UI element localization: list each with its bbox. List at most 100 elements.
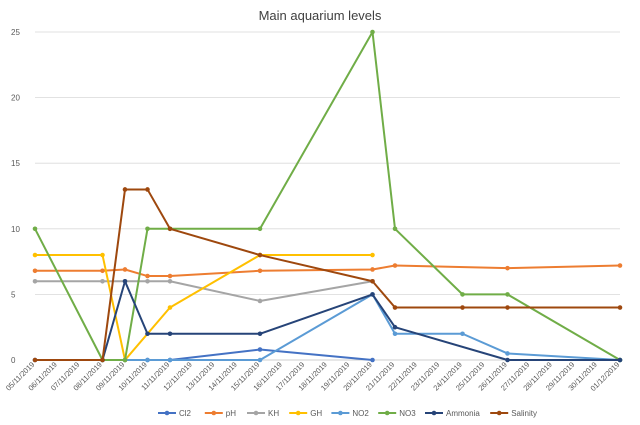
data-point-ammonia (505, 357, 510, 363)
data-point-ph (145, 273, 150, 279)
chart-title: Main aquarium levels (259, 8, 382, 23)
data-point-ph (100, 268, 105, 274)
series-line-kh (34, 280, 374, 302)
legend-marker (338, 410, 343, 416)
y-tick-label: 0 (11, 356, 16, 365)
data-point-no3 (505, 292, 510, 297)
y-tick-label: 5 (11, 290, 16, 299)
legend-marker (253, 410, 259, 416)
series-salinity (32, 187, 623, 363)
legend-item-cl2: Cl2 (158, 409, 192, 418)
data-point-no3 (460, 292, 465, 297)
data-point-ph (370, 267, 375, 272)
data-point-kh (100, 278, 105, 284)
data-point-kh (145, 278, 150, 284)
data-point-no3 (145, 226, 150, 232)
data-point-no2 (392, 331, 398, 337)
legend-marker (384, 410, 390, 416)
data-point-ammonia (167, 331, 173, 337)
legend-item-ammonia: Ammonia (425, 409, 480, 418)
legend-marker (211, 410, 217, 416)
data-point-salinity (100, 357, 105, 363)
legend-marker (431, 410, 437, 416)
y-tick-label: 10 (11, 225, 20, 234)
data-point-ammonia (122, 278, 128, 284)
data-point-gh (167, 305, 173, 310)
data-point-ph (32, 268, 38, 274)
legend-marker (295, 410, 301, 416)
series-no2 (122, 292, 623, 363)
legend-item-gh: GH (289, 409, 322, 418)
data-point-gh (370, 252, 375, 258)
data-point-ph (257, 268, 263, 274)
data-point-ph (167, 273, 173, 279)
data-point-ph (617, 263, 623, 268)
legend-item-no3: NO3 (378, 409, 416, 418)
series-line-ammonia (101, 280, 621, 361)
series-no3 (32, 29, 623, 363)
series-layer (32, 29, 623, 363)
legend-label: Cl2 (179, 409, 192, 418)
legend-label: Salinity (511, 409, 537, 418)
data-point-ph (505, 265, 510, 271)
legend: Cl2 pH KH GH NO2 NO3 Ammonia Salinity (158, 409, 537, 418)
data-point-no3 (257, 226, 263, 232)
data-point-salinity (167, 226, 173, 232)
data-point-no3 (32, 226, 38, 232)
series-line-cl2 (34, 348, 374, 361)
y-tick-label: 20 (11, 94, 20, 103)
x-axis-ticks: 05/11/201906/11/201907/11/201908/11/2019… (4, 360, 622, 393)
series-line-no2 (124, 293, 621, 361)
legend-label: pH (226, 409, 236, 418)
legend-item-kh: KH (247, 409, 279, 418)
data-point-no2 (167, 357, 173, 363)
data-point-salinity (392, 305, 398, 310)
data-point-kh (32, 278, 38, 284)
data-point-ammonia (392, 324, 398, 330)
data-point-ammonia (617, 357, 623, 363)
data-point-cl2 (257, 347, 263, 352)
legend-item-ph: pH (204, 409, 236, 418)
data-point-salinity (370, 278, 375, 284)
data-point-no2 (460, 331, 465, 337)
data-point-ph (392, 263, 398, 268)
legend-label: GH (310, 409, 322, 418)
legend-label: Ammonia (446, 409, 480, 418)
legend-label: NO2 (352, 409, 369, 418)
series-ammonia (100, 278, 623, 363)
data-point-no3 (122, 357, 128, 363)
series-line-salinity (34, 188, 621, 361)
series-kh (32, 278, 375, 304)
data-point-ammonia (370, 292, 375, 297)
data-point-gh (100, 252, 105, 258)
data-point-cl2 (370, 357, 375, 363)
legend-marker (496, 410, 502, 416)
legend-label: KH (268, 409, 279, 418)
y-axis-ticks: 0 5 10 15 20 25 (11, 28, 20, 365)
data-point-ph (122, 267, 128, 272)
legend-marker (164, 410, 170, 416)
data-point-no3 (392, 226, 398, 232)
y-tick-label: 15 (11, 159, 20, 168)
legend-item-no2: NO2 (331, 409, 369, 418)
data-point-salinity (32, 357, 38, 363)
data-point-no2 (145, 357, 150, 363)
data-point-no2 (505, 351, 510, 356)
y-tick-label: 25 (11, 28, 20, 37)
data-point-kh (257, 298, 263, 304)
data-point-salinity (122, 187, 128, 192)
data-point-salinity (617, 305, 623, 310)
data-point-salinity (505, 305, 510, 310)
legend-label: NO3 (399, 409, 416, 418)
data-point-salinity (460, 305, 465, 310)
data-point-kh (167, 278, 173, 284)
data-point-salinity (257, 252, 263, 258)
data-point-ammonia (257, 331, 263, 337)
data-point-no2 (257, 357, 263, 363)
data-point-gh (32, 252, 38, 258)
data-point-no3 (370, 29, 375, 35)
data-point-ammonia (145, 331, 150, 337)
data-point-salinity (145, 187, 150, 192)
